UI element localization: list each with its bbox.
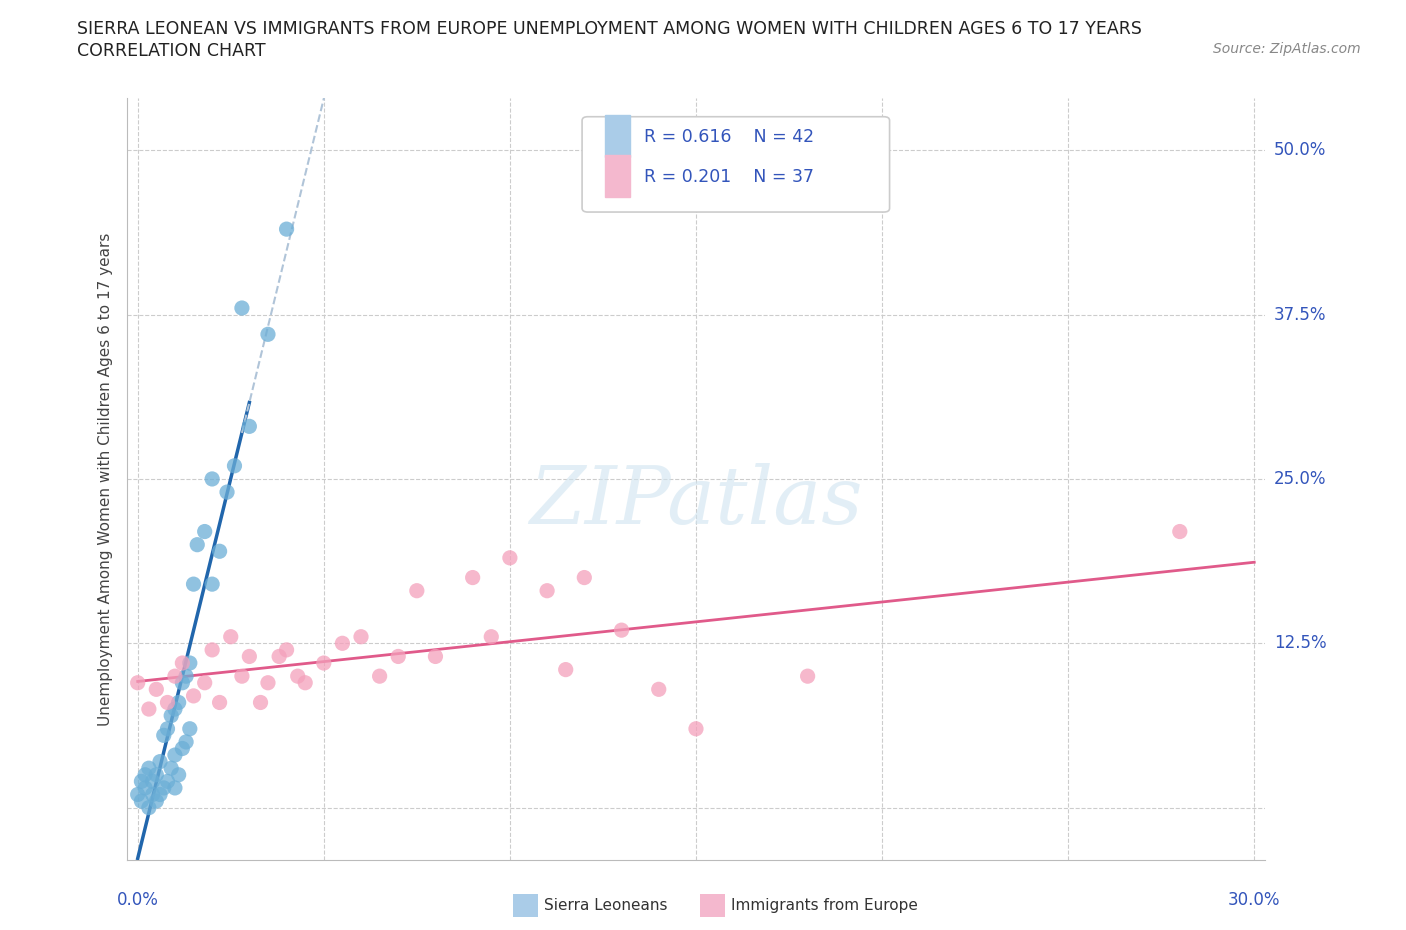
Point <box>138 701 160 716</box>
Point <box>145 682 167 697</box>
Point <box>312 656 335 671</box>
Point <box>219 630 242 644</box>
Point <box>172 675 194 690</box>
Point <box>156 722 179 737</box>
Point <box>163 669 186 684</box>
Point <box>257 675 280 690</box>
Text: Source: ZipAtlas.com: Source: ZipAtlas.com <box>1213 42 1361 56</box>
Point <box>145 793 167 808</box>
Point <box>332 636 354 651</box>
Point <box>350 630 373 644</box>
Point <box>276 221 298 236</box>
Point <box>127 675 149 690</box>
Point <box>224 458 246 473</box>
Point <box>208 695 231 710</box>
Point <box>174 669 197 684</box>
Text: 25.0%: 25.0% <box>1274 470 1326 488</box>
Point <box>179 722 201 737</box>
Text: 30.0%: 30.0% <box>1227 891 1281 909</box>
Point <box>152 728 174 743</box>
Point <box>231 669 253 684</box>
Point <box>142 774 165 789</box>
Point <box>149 787 172 802</box>
Point <box>796 669 818 684</box>
Point <box>163 748 186 763</box>
Point <box>183 688 205 703</box>
Text: SIERRA LEONEAN VS IMMIGRANTS FROM EUROPE UNEMPLOYMENT AMONG WOMEN WITH CHILDREN : SIERRA LEONEAN VS IMMIGRANTS FROM EUROPE… <box>77 20 1142 38</box>
Point <box>238 649 260 664</box>
Point <box>499 551 522 565</box>
Point <box>167 767 190 782</box>
Point <box>368 669 391 684</box>
Point <box>156 695 179 710</box>
Point <box>134 780 156 795</box>
Point <box>208 544 231 559</box>
Point <box>194 675 217 690</box>
Text: ZIPatlas: ZIPatlas <box>529 463 863 540</box>
Point <box>152 780 174 795</box>
Point <box>238 418 260 433</box>
Point <box>287 669 309 684</box>
Point <box>405 583 427 598</box>
Point <box>138 800 160 815</box>
Text: 50.0%: 50.0% <box>1274 141 1326 159</box>
Point <box>172 741 194 756</box>
Point <box>160 708 183 723</box>
Point <box>167 695 190 710</box>
Point <box>179 656 201 671</box>
Point <box>131 774 153 789</box>
Bar <box>605 115 630 157</box>
Text: 0.0%: 0.0% <box>117 891 159 909</box>
Point <box>142 787 165 802</box>
Point <box>685 722 707 737</box>
Point <box>648 682 671 697</box>
FancyBboxPatch shape <box>582 117 890 212</box>
Point <box>183 577 205 591</box>
Text: R = 0.201    N = 37: R = 0.201 N = 37 <box>644 168 814 186</box>
Point <box>554 662 576 677</box>
Point <box>294 675 316 690</box>
Point <box>186 538 208 552</box>
Point <box>610 623 633 638</box>
Y-axis label: Unemployment Among Women with Children Ages 6 to 17 years: Unemployment Among Women with Children A… <box>98 232 114 725</box>
Point <box>269 649 291 664</box>
Point <box>160 761 183 776</box>
Point <box>479 630 502 644</box>
Point <box>215 485 238 499</box>
Point <box>536 583 558 598</box>
Point <box>163 701 186 716</box>
Point <box>163 780 186 795</box>
Point <box>156 774 179 789</box>
Point <box>194 525 217 539</box>
Text: 12.5%: 12.5% <box>1274 634 1326 652</box>
Point <box>172 656 194 671</box>
Text: CORRELATION CHART: CORRELATION CHART <box>77 42 266 60</box>
Point <box>257 326 280 341</box>
Point <box>145 767 167 782</box>
Point <box>201 643 224 658</box>
Point <box>387 649 409 664</box>
Point <box>574 570 596 585</box>
Text: Immigrants from Europe: Immigrants from Europe <box>731 898 918 913</box>
Point <box>201 577 224 591</box>
Point <box>276 643 298 658</box>
Point <box>134 767 156 782</box>
Point <box>174 735 197 750</box>
Point <box>249 695 271 710</box>
Text: Sierra Leoneans: Sierra Leoneans <box>544 898 668 913</box>
Point <box>461 570 484 585</box>
Point <box>131 793 153 808</box>
Point <box>1168 525 1191 539</box>
Point <box>231 300 253 315</box>
Text: 37.5%: 37.5% <box>1274 306 1326 324</box>
Text: R = 0.616    N = 42: R = 0.616 N = 42 <box>644 128 814 146</box>
Point <box>138 761 160 776</box>
Point <box>425 649 447 664</box>
Point <box>149 754 172 769</box>
Point <box>201 472 224 486</box>
Bar <box>605 154 630 197</box>
Point <box>127 787 149 802</box>
